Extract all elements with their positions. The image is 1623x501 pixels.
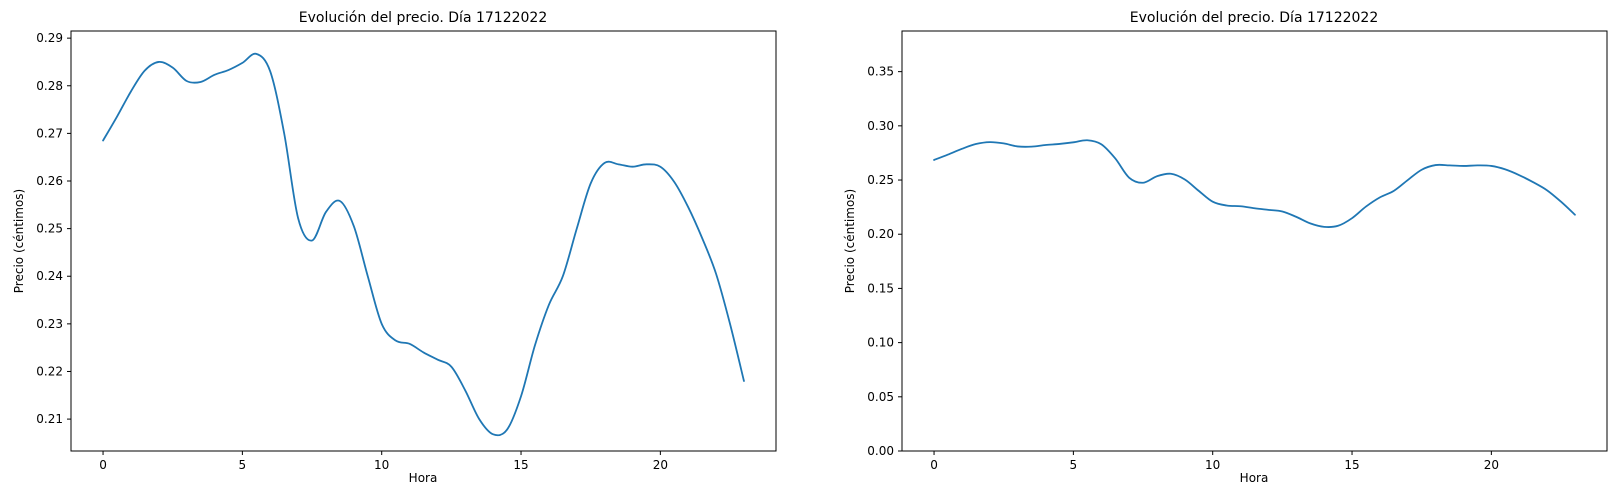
chart-right: Evolución del precio. Día 17122022 Hora …	[843, 10, 1608, 485]
chart-left-xtick-label: 5	[239, 458, 247, 472]
chart-right-ytick-label: 0.30	[867, 119, 894, 133]
chart-left-ytick-label: 0.22	[36, 364, 63, 378]
chart-left-ytick-label: 0.27	[36, 126, 63, 140]
chart-right-xtick-label: 15	[1344, 458, 1359, 472]
chart-right-ytick-label: 0.20	[867, 227, 894, 241]
chart-left-xtick-label: 15	[513, 458, 528, 472]
chart-left-xlabel: Hora	[409, 471, 438, 485]
chart-right-ytick-label: 0.00	[867, 444, 894, 458]
chart-left-title: Evolución del precio. Día 17122022	[299, 10, 548, 26]
chart-right-title: Evolución del precio. Día 17122022	[1130, 10, 1379, 26]
chart-right-xtick-label: 20	[1484, 458, 1499, 472]
chart-left-axes-frame	[70, 30, 777, 452]
chart-left-ylabel: Precio (céntimos)	[12, 189, 26, 293]
chart-left-ytick-label: 0.24	[36, 269, 63, 283]
chart-left-ytick-label: 0.26	[36, 174, 63, 188]
chart-right-ytick-label: 0.35	[867, 65, 894, 79]
chart-left-ytick-label: 0.25	[36, 222, 63, 236]
chart-right-ytick-label: 0.15	[867, 281, 894, 295]
chart-right-ytick-label: 0.25	[867, 173, 894, 187]
chart-left-series-line	[102, 52, 745, 437]
chart-left-xtick-label: 0	[99, 458, 107, 472]
chart-right-series-line	[933, 139, 1576, 228]
chart-right-xtick-label: 0	[930, 458, 938, 472]
chart-left-ytick-label: 0.28	[36, 79, 63, 93]
chart-right-ytick-label: 0.10	[867, 336, 894, 350]
chart-right-axes-frame	[901, 30, 1608, 452]
chart-left-xtick-label: 10	[374, 458, 389, 472]
chart-left-ytick-label: 0.21	[36, 412, 63, 426]
chart-right-ytick-label: 0.05	[867, 390, 894, 404]
chart-right-xtick-label: 5	[1070, 458, 1078, 472]
chart-right-xtick-label: 10	[1205, 458, 1220, 472]
chart-right-ylabel: Precio (céntimos)	[843, 189, 857, 293]
chart-left-ytick-label: 0.29	[36, 31, 63, 45]
chart-left-ytick-label: 0.23	[36, 317, 63, 331]
chart-left: Evolución del precio. Día 17122022 Hora …	[12, 10, 777, 485]
chart-left-xtick-label: 20	[653, 458, 668, 472]
chart-right-xlabel: Hora	[1240, 471, 1269, 485]
